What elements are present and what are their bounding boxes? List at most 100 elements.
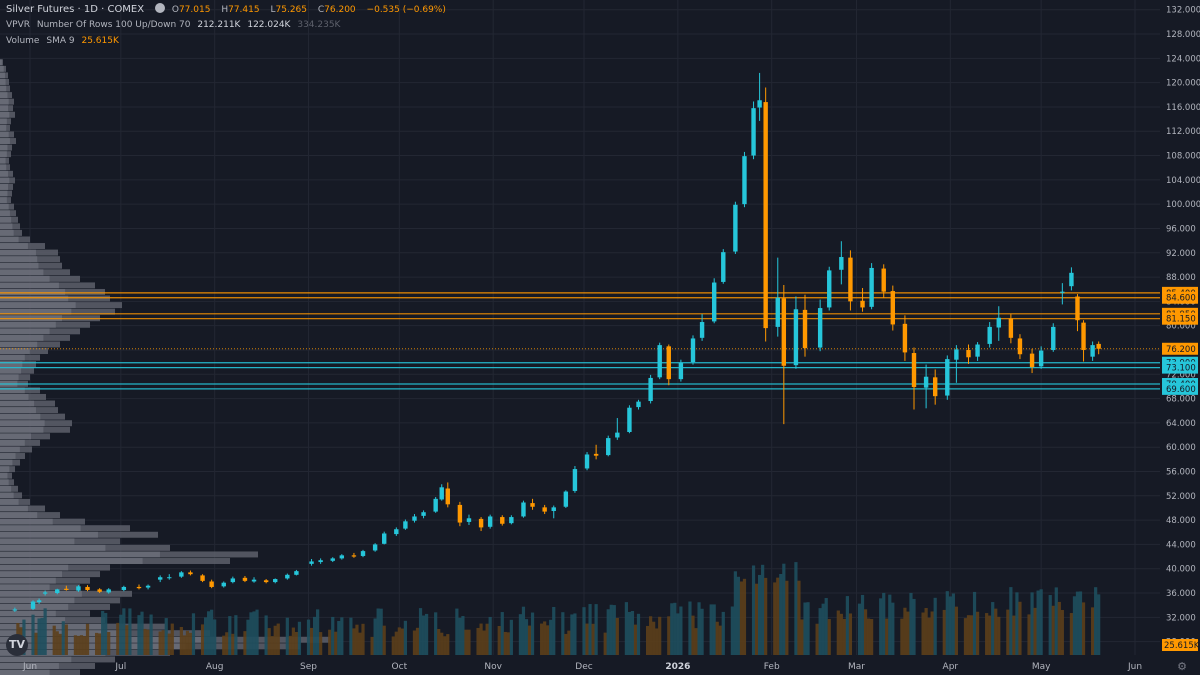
candle-body[interactable] (775, 297, 780, 327)
candle-body[interactable] (12, 609, 18, 611)
candle-body[interactable] (606, 438, 611, 456)
level-price-tag[interactable]: 69.600 (1166, 385, 1196, 395)
candle-body[interactable] (954, 349, 959, 360)
candle-body[interactable] (542, 507, 547, 512)
volume-name[interactable]: Volume (6, 36, 40, 46)
candle-body[interactable] (351, 555, 357, 557)
candle-body[interactable] (521, 502, 526, 517)
candle-body[interactable] (76, 586, 81, 591)
candle-body[interactable] (1069, 272, 1074, 287)
candle-body[interactable] (85, 586, 90, 590)
candle-body[interactable] (699, 322, 705, 338)
candle-body[interactable] (593, 453, 599, 456)
candle-body[interactable] (433, 498, 438, 512)
candle-body[interactable] (42, 592, 48, 594)
vpvr-name[interactable]: VPVR (6, 20, 30, 30)
candle-body[interactable] (167, 577, 172, 579)
candle-body[interactable] (666, 346, 671, 380)
candle-body[interactable] (902, 323, 908, 353)
candle-body[interactable] (188, 572, 193, 575)
candle-body[interactable] (179, 572, 184, 577)
price-axis[interactable]: 132.000 128.000 124.000 120.000 116.000 112.0… (1162, 6, 1200, 651)
candle-body[interactable] (648, 377, 653, 402)
candle-body[interactable] (121, 586, 127, 590)
candle-body[interactable] (403, 521, 408, 529)
candle-body[interactable] (136, 586, 142, 589)
candle-body[interactable] (230, 578, 236, 583)
candle-body[interactable] (690, 338, 696, 363)
candle-body[interactable] (1090, 345, 1095, 357)
candle-body[interactable] (500, 517, 505, 524)
candle-body[interactable] (584, 454, 590, 469)
candle-body[interactable] (382, 533, 387, 544)
candles[interactable] (12, 72, 1101, 612)
candle-body[interactable] (1096, 343, 1101, 349)
candle-body[interactable] (636, 401, 641, 408)
candle-body[interactable] (97, 589, 102, 592)
candle-body[interactable] (285, 574, 290, 579)
symbol-title[interactable]: Silver Futures · 1D · COMEX (6, 4, 145, 15)
candle-body[interactable] (466, 518, 472, 522)
candle-body[interactable] (30, 601, 36, 609)
candle-body[interactable] (802, 309, 808, 349)
candle-body[interactable] (106, 589, 111, 593)
candle-body[interactable] (55, 589, 60, 594)
candle-body[interactable] (923, 376, 929, 388)
candle-body[interactable] (757, 100, 762, 108)
candle-body[interactable] (330, 558, 335, 561)
candle-body[interactable] (145, 585, 151, 588)
candle-body[interactable] (209, 581, 214, 587)
candle-body[interactable] (263, 580, 269, 583)
candle-body[interactable] (721, 252, 726, 282)
eye-dot-icon[interactable] (154, 3, 165, 13)
candle-body[interactable] (1075, 296, 1080, 321)
candle-body[interactable] (36, 600, 42, 603)
candle-body[interactable] (530, 503, 535, 507)
candle-body[interactable] (742, 156, 747, 205)
candle-body[interactable] (273, 579, 278, 583)
candle-body[interactable] (360, 551, 366, 556)
volume-legend[interactable]: Volume SMA 9 25.615K (6, 35, 123, 47)
candle-body[interactable] (572, 469, 578, 491)
candle-body[interactable] (242, 577, 248, 581)
candle-body[interactable] (487, 516, 493, 527)
last-price-tag[interactable]: 76.200 (1166, 345, 1196, 355)
candle-body[interactable] (412, 516, 417, 521)
horizontal-levels[interactable] (0, 292, 1160, 390)
symbol-legend[interactable]: Silver Futures · 1D · COMEX O77.015 H77.… (6, 3, 450, 16)
candle-body[interactable] (763, 102, 768, 329)
candle-body[interactable] (445, 488, 450, 505)
candle-body[interactable] (478, 518, 484, 528)
candle-body[interactable] (318, 560, 323, 563)
gear-icon[interactable]: ⚙ (1177, 660, 1187, 673)
vpvr-legend[interactable]: VPVR Number Of Rows 100 Up/Down 70 212.2… (6, 19, 344, 31)
candle-body[interactable] (657, 345, 662, 378)
candle-body[interactable] (615, 432, 620, 438)
candle-body[interactable] (817, 308, 823, 348)
candle-body[interactable] (869, 267, 874, 307)
candle-body[interactable] (996, 317, 1001, 328)
candle-body[interactable] (793, 309, 799, 366)
candle-body[interactable] (839, 257, 844, 270)
candle-body[interactable] (932, 377, 938, 397)
candle-body[interactable] (966, 349, 971, 358)
candle-body[interactable] (848, 257, 853, 302)
candle-body[interactable] (678, 362, 684, 380)
candle-body[interactable] (1029, 353, 1035, 367)
candle-body[interactable] (1051, 326, 1056, 350)
candle-body[interactable] (157, 577, 163, 580)
candle-body[interactable] (64, 588, 69, 590)
candle-body[interactable] (711, 282, 717, 322)
level-price-tag[interactable]: 73.100 (1166, 364, 1196, 374)
level-price-tag[interactable]: 81.150 (1166, 315, 1196, 325)
candle-body[interactable] (860, 300, 865, 308)
candle-body[interactable] (945, 359, 950, 396)
candle-body[interactable] (1060, 291, 1065, 293)
candle-body[interactable] (251, 579, 257, 582)
candle-body[interactable] (394, 529, 399, 535)
time-axis[interactable]: Jun Jul Aug Sep Oct Nov Dec 2026 Feb Mar Apr May Jun (22, 662, 1142, 672)
candle-body[interactable] (309, 561, 314, 564)
candle-body[interactable] (563, 491, 569, 507)
candle-body[interactable] (987, 326, 992, 344)
